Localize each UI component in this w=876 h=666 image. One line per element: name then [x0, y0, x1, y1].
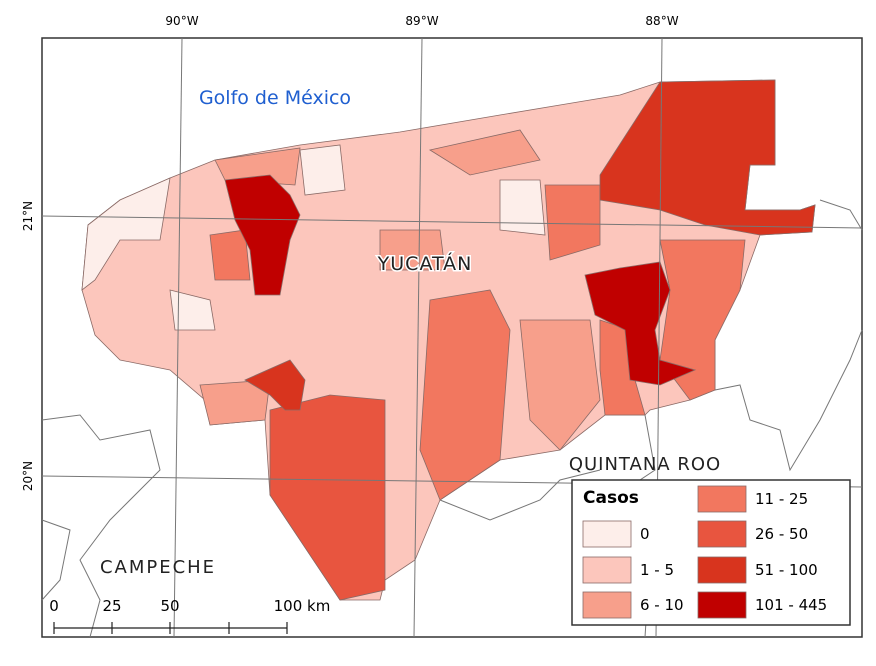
lat-label: 21°N: [21, 201, 35, 231]
lon-label: 89°W: [405, 14, 438, 28]
scale-label: 50: [160, 597, 179, 615]
legend-label: 1 - 5: [640, 561, 674, 579]
municipality: [584, 261, 697, 386]
municipality: [199, 379, 271, 426]
legend-label: 101 - 445: [755, 596, 827, 614]
legend-label: 26 - 50: [755, 525, 808, 543]
legend-swatch: [697, 591, 747, 619]
neighbor-label: CAMPECHE: [100, 557, 216, 578]
municipality: [419, 289, 511, 501]
municipality: [244, 359, 306, 411]
lon-label: 88°W: [645, 14, 678, 28]
municipality: [214, 147, 301, 186]
municipality: [81, 177, 171, 291]
legend-label: 51 - 100: [755, 561, 818, 579]
scale-label: 100 km: [274, 597, 331, 615]
state-label: YUCATÁN: [377, 252, 473, 275]
municipalities: [81, 79, 816, 601]
legend-swatch: [697, 485, 747, 513]
municipality: [209, 229, 251, 281]
municipality: [269, 394, 386, 601]
scale-label: 25: [102, 597, 121, 615]
municipality: [428, 129, 541, 176]
municipality: [544, 184, 601, 261]
municipality: [299, 144, 346, 196]
neighbor-label: QUINTANA ROO: [569, 454, 721, 475]
legend-title: Casos: [583, 488, 639, 508]
legend-label: 11 - 25: [755, 490, 808, 508]
legend-swatch: [582, 556, 632, 584]
legend-swatch: [697, 520, 747, 548]
legend-label: 6 - 10: [640, 596, 684, 614]
sea-label: Golfo de México: [199, 87, 351, 109]
municipality: [519, 319, 601, 451]
lon-label: 90°W: [165, 14, 198, 28]
scale-bar: [53, 622, 288, 634]
legend-swatch: [582, 591, 632, 619]
municipality: [659, 239, 746, 401]
legend-swatch: [582, 520, 632, 548]
scale-label: 0: [49, 597, 59, 615]
legend-label: 0: [640, 525, 650, 543]
municipality: [499, 179, 546, 236]
municipality: [599, 79, 816, 236]
municipality: [224, 174, 301, 296]
legend: Casos 0 1 - 5 6 - 10 11 - 25 26 - 50 51 - 100…: [571, 479, 851, 626]
municipality: [169, 289, 216, 331]
municipality: [379, 229, 446, 271]
legend-swatch: [697, 556, 747, 584]
lat-label: 20°N: [21, 461, 35, 491]
